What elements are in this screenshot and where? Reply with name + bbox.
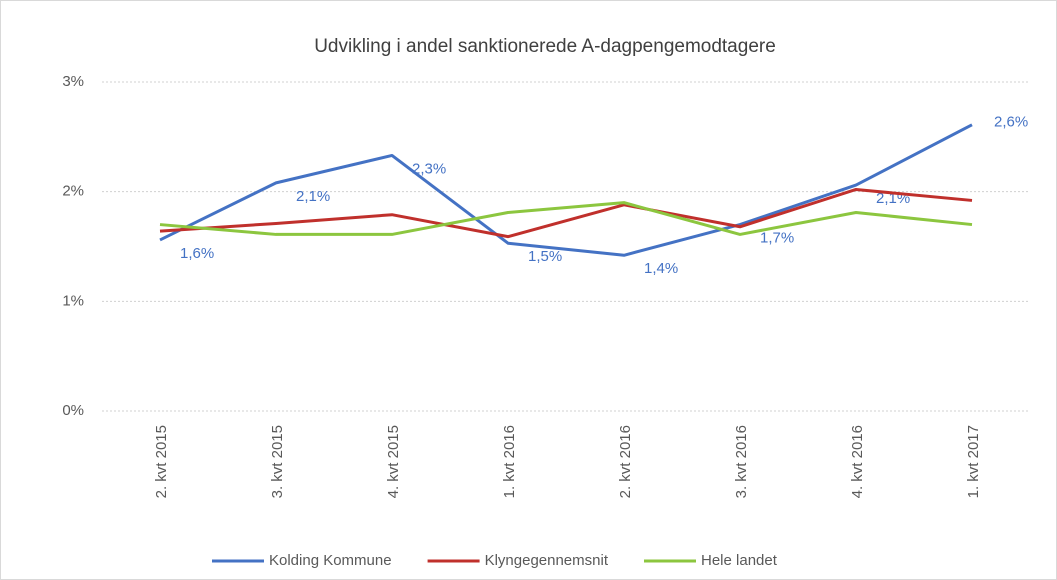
legend-label: Hele landet: [701, 552, 778, 569]
data-label: 2,6%: [994, 114, 1028, 131]
x-tick-label: 4. kvt 2015: [385, 425, 402, 498]
x-tick-label: 3. kvt 2016: [733, 425, 750, 498]
x-tick-label: 1. kvt 2016: [501, 425, 518, 498]
data-label: 2,1%: [296, 188, 330, 205]
data-label: 1,7%: [760, 230, 794, 247]
series-line: [159, 123, 973, 257]
x-tick-label: 3. kvt 2015: [269, 425, 286, 498]
x-tick-label: 2. kvt 2016: [617, 425, 634, 498]
series-line: [159, 187, 973, 239]
chart-title: Udvikling i andel sanktionerede A-dagpen…: [314, 36, 776, 57]
y-tick-label: 3%: [62, 73, 84, 90]
data-label: 2,3%: [412, 160, 446, 177]
data-label: 1,6%: [180, 245, 214, 262]
x-tick-label: 2. kvt 2015: [153, 425, 170, 498]
series-line: [159, 201, 973, 236]
x-tick-label: 4. kvt 2016: [849, 425, 866, 498]
y-tick-label: 0%: [62, 402, 84, 419]
y-tick-label: 2%: [62, 183, 84, 200]
data-label: 1,4%: [644, 260, 678, 277]
x-tick-label: 1. kvt 2017: [965, 425, 982, 498]
data-label: 1,5%: [528, 248, 562, 265]
legend-label: Klyngegennemsnit: [485, 552, 609, 569]
legend-label: Kolding Kommune: [269, 552, 392, 569]
y-tick-label: 1%: [62, 292, 84, 309]
